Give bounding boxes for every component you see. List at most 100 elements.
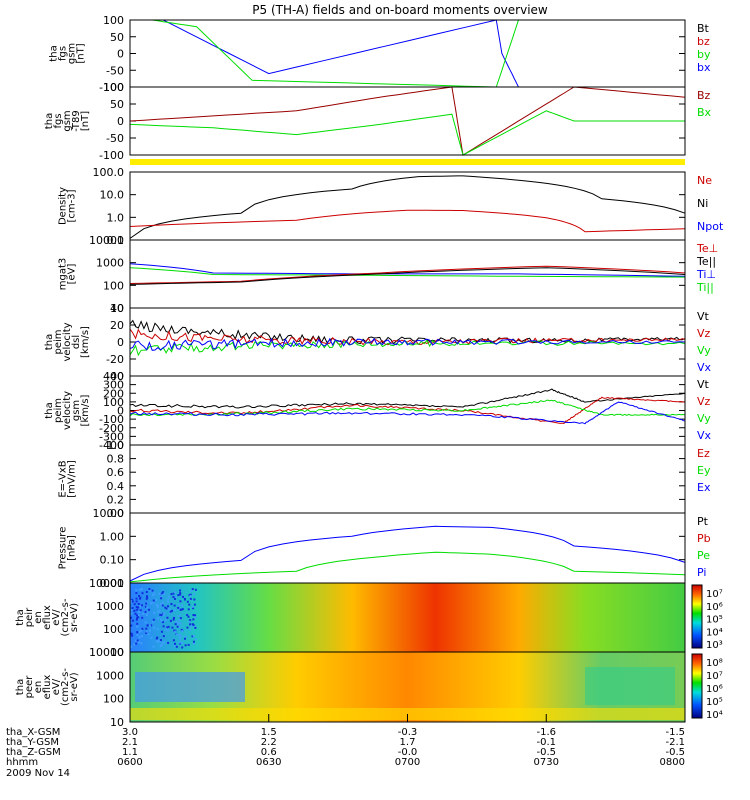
spectrogram-speckle (153, 626, 156, 629)
spectrogram-speckle (181, 646, 184, 649)
y-axis-label: fgs (53, 113, 64, 128)
spectrogram-speckle (135, 597, 138, 600)
y-tick-label: 0.2 (107, 493, 125, 506)
spectrogram-speckle (149, 589, 152, 592)
y-axis-label: [mV/m] (67, 460, 78, 498)
spectrogram-speckle (188, 620, 191, 623)
spectrogram-speckle (178, 614, 181, 617)
x-tick-value: 0630 (256, 757, 281, 768)
spectrogram-speckle (188, 628, 191, 631)
y-tick-label: 0.01 (100, 577, 125, 590)
spectrogram-speckle (174, 630, 177, 633)
spectrogram-speckle (172, 616, 175, 619)
y-tick-label: 100 (103, 396, 124, 409)
spectrogram-speckle (193, 592, 196, 595)
y-tick-label: 10 (110, 716, 124, 729)
spectrogram-speckle (170, 593, 173, 596)
x-tick-value: 3.0 (122, 727, 138, 738)
spectrogram-patch (585, 667, 675, 705)
y-tick-label: 10 (110, 302, 124, 315)
spectrogram-speckle (158, 592, 161, 595)
y-tick-label: -50 (106, 64, 124, 77)
spectrogram-speckle (191, 588, 194, 591)
spectrogram-speckle (130, 632, 133, 635)
spectrogram-speckle (145, 591, 148, 594)
spectrogram-speckle (153, 592, 156, 595)
spectrogram-speckle (179, 589, 182, 592)
y-tick-label: 0 (117, 48, 124, 61)
spectrogram-speckle (165, 627, 168, 630)
spectrogram-speckle (163, 592, 166, 595)
legend-entry: Bx (697, 106, 712, 119)
y-axis-label: eflux (42, 675, 53, 700)
x-tick-value: -2.1 (665, 737, 685, 748)
y-tick-label: 50 (110, 98, 124, 111)
spectrogram-speckle (179, 593, 182, 596)
spectrogram-speckle (159, 618, 162, 621)
spectrogram-speckle (134, 612, 137, 615)
y-axis-label: [nPa] (67, 535, 78, 561)
y-tick-label: 1000 (96, 600, 124, 613)
colorbar (691, 653, 703, 719)
legend-entry: Ex (697, 481, 711, 494)
y-tick-label: -100 (99, 149, 124, 162)
spectrogram-speckle (187, 643, 190, 646)
spectrogram-speckle (191, 635, 194, 638)
spectrogram-speckle (138, 611, 141, 614)
y-axis-label: velocity (62, 391, 73, 430)
spectrogram-speckle (137, 602, 140, 605)
series-line-Pe (129, 551, 686, 583)
spectrogram-speckle (135, 589, 138, 592)
spectrogram-speckle (138, 588, 141, 591)
x-tick-value: 1.5 (261, 727, 277, 738)
legend-entry: Vt (697, 378, 710, 391)
series-line-Bx (129, 110, 685, 156)
colorbar-label: 10⁵ (706, 697, 723, 708)
spectrogram-speckle (174, 623, 177, 626)
y-tick-label: 400 (103, 370, 124, 383)
legend-entry: Te⊥ (696, 242, 718, 255)
spectrogram-speckle (187, 608, 190, 611)
y-tick-label: 300 (103, 379, 124, 392)
spectrogram-speckle (167, 641, 170, 644)
spectrogram-speckle (186, 614, 189, 617)
spectrogram-speckle (138, 630, 141, 633)
spectrogram-speckle (161, 601, 164, 604)
spectrogram-speckle (194, 588, 197, 591)
spectrogram-speckle (183, 598, 186, 601)
y-tick-label: -50 (106, 132, 124, 145)
y-tick-label: 50 (110, 31, 124, 44)
spectrogram-speckle (177, 622, 180, 625)
spectrogram-speckle (192, 618, 195, 621)
spectrogram-speckle (164, 606, 167, 609)
x-tick-value: -0.3 (398, 727, 418, 738)
spectrogram-speckle (159, 645, 162, 648)
y-tick-label: 0 (117, 336, 124, 349)
spectrogram-speckle (188, 594, 191, 597)
spectrogram-speckle (167, 608, 170, 611)
spectrogram-speckle (140, 604, 143, 607)
y-axis-label: sr-eV) (69, 603, 80, 632)
spectrogram-speckle (139, 610, 142, 613)
series-line-Vx (129, 337, 686, 351)
spectrogram-speckle (194, 616, 197, 619)
legend-entry: Ti⊥ (696, 268, 716, 281)
spectrogram-speckle (192, 640, 195, 643)
y-tick-label: 1.0 (107, 211, 125, 224)
spectrogram-speckle (136, 639, 139, 642)
y-tick-label: 10 (110, 646, 124, 659)
series-line-by (130, 19, 602, 88)
spectrogram-speckle (178, 637, 181, 640)
panel-frame (129, 375, 686, 446)
spectrogram-speckle (140, 588, 143, 591)
spectrogram-speckle (161, 621, 164, 624)
spectrogram-speckle (152, 594, 155, 597)
y-axis-label: E=-VxB (58, 460, 69, 497)
spectrogram-speckle (160, 597, 163, 600)
y-tick-label: 1.0 (107, 439, 125, 452)
spectrogram-speckle (173, 609, 176, 612)
x-tick-value: 0800 (660, 757, 685, 768)
spectrogram-speckle (137, 616, 140, 619)
spectrogram-speckle (170, 603, 173, 606)
